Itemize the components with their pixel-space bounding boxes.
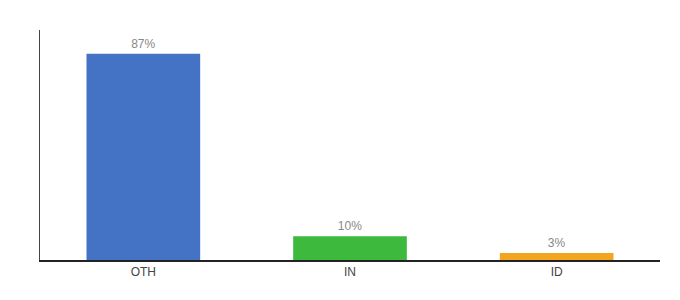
svg-text:10%: 10% bbox=[338, 219, 362, 233]
svg-text:OTH: OTH bbox=[131, 265, 156, 279]
svg-text:IN: IN bbox=[344, 265, 356, 279]
svg-text:87%: 87% bbox=[131, 37, 155, 51]
svg-text:ID: ID bbox=[551, 265, 563, 279]
svg-text:3%: 3% bbox=[548, 236, 566, 250]
